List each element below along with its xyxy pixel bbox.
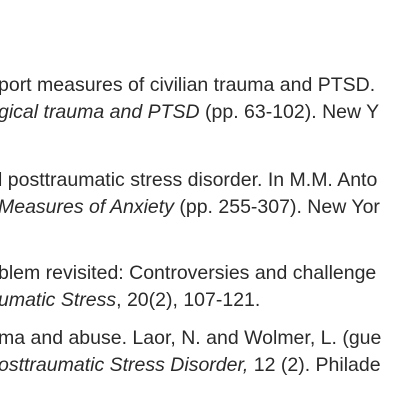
reference-1-line-1: port measures of civilian trauma and PTS… <box>0 73 375 97</box>
reference-1-text: port measures of civilian trauma and PTS… <box>0 74 376 96</box>
reference-3-line-1: blem revisited: Controversies and challe… <box>0 261 376 285</box>
reference-4-line-2: osttraumatic Stress Disorder, 12 (2). Ph… <box>0 353 381 377</box>
reference-3-volume: , 20(2), 107-121. <box>116 289 261 311</box>
reference-1-pages: (pp. 63-102). New Y <box>199 101 380 123</box>
reference-4-volume: 12 (2). Philade <box>248 354 381 376</box>
reference-3-text: blem revisited: Controversies and challe… <box>0 262 377 284</box>
reference-2-title: Measures of Anxiety <box>0 196 174 218</box>
reference-3-line-2: umatic Stress, 20(2), 107-121. <box>0 288 260 312</box>
reference-3-journal: umatic Stress <box>0 289 117 311</box>
reference-4-journal: osttraumatic Stress Disorder, <box>0 354 249 376</box>
reference-2-line-1: l posttraumatic stress disorder. In M.M.… <box>0 168 377 192</box>
reference-2-pages: (pp. 255-307). New Yor <box>173 196 380 218</box>
reference-1-title: gical trauma and PTSD <box>0 101 200 123</box>
reference-4-text: ma and abuse. Laor, N. and Wolmer, L. (g… <box>0 327 382 349</box>
reference-2-line-2: Measures of Anxiety (pp. 255-307). New Y… <box>0 195 380 219</box>
reference-2-text: l posttraumatic stress disorder. In M.M.… <box>0 169 378 191</box>
reference-4-line-1: ma and abuse. Laor, N. and Wolmer, L. (g… <box>0 326 381 350</box>
reference-1-line-2: gical trauma and PTSD (pp. 63-102). New … <box>0 100 379 124</box>
